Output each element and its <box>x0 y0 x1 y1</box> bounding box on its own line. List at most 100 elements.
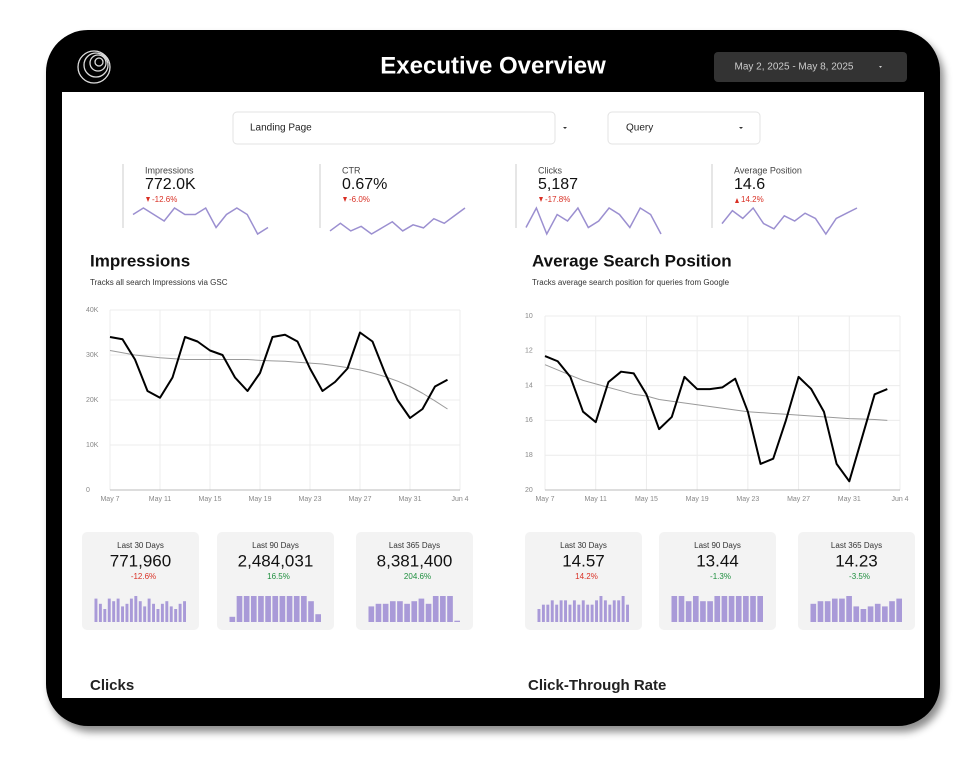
bar <box>258 596 264 622</box>
score-delta: -12.6% <box>152 195 177 204</box>
score-value: 5,187 <box>538 176 578 193</box>
bar <box>411 601 418 622</box>
y-tick-label: 0 <box>86 487 90 494</box>
bar <box>147 598 151 622</box>
period-card <box>82 532 199 630</box>
bar <box>236 596 243 622</box>
x-tick-label: May 23 <box>736 496 759 503</box>
period-card <box>525 532 642 630</box>
bar <box>750 596 756 622</box>
bar <box>301 596 307 622</box>
bar <box>152 603 155 622</box>
bar <box>555 604 559 622</box>
x-tick-label: May 27 <box>787 496 810 503</box>
x-tick-label: May 19 <box>686 496 709 503</box>
period-value: 13.44 <box>696 551 739 570</box>
bar <box>846 596 852 622</box>
bar <box>853 606 860 622</box>
delta-arrow <box>146 197 150 202</box>
y-tick-label: 20 <box>525 487 533 494</box>
bar <box>138 601 142 622</box>
section-title: Clicks <box>90 677 134 694</box>
delta-arrow <box>539 197 543 202</box>
bar <box>743 596 749 622</box>
bar <box>550 600 554 622</box>
period-label: Last 365 Days <box>831 541 882 550</box>
x-tick-label: May 15 <box>199 496 222 503</box>
bar <box>728 596 735 622</box>
y-tick-label: 14 <box>525 382 533 389</box>
bar <box>250 596 257 622</box>
bar <box>165 601 169 622</box>
line <box>544 355 888 483</box>
bar <box>577 604 581 622</box>
filter-label[interactable]: Query <box>626 123 653 134</box>
bar <box>425 603 432 622</box>
bar <box>129 598 133 622</box>
bar <box>581 600 585 622</box>
bar <box>564 600 567 622</box>
period-delta: 204.6% <box>404 572 431 581</box>
bar <box>432 596 439 622</box>
bar <box>103 609 107 622</box>
date-picker[interactable] <box>714 52 907 82</box>
sparkline <box>132 206 269 236</box>
bar <box>612 600 616 622</box>
bar <box>169 606 173 622</box>
title: Executive Overview <box>380 52 606 79</box>
bar <box>112 601 116 622</box>
bar <box>889 601 895 622</box>
filter-label[interactable]: Landing Page <box>250 123 312 134</box>
bar <box>286 596 293 622</box>
period-value: 2,484,031 <box>238 551 314 570</box>
filter-query[interactable] <box>607 111 761 145</box>
period-value: 14.23 <box>835 551 878 570</box>
x-tick-label: May 11 <box>149 496 172 503</box>
bar <box>308 601 314 622</box>
section-title: Click-Through Rate <box>528 677 666 694</box>
bar <box>454 620 460 622</box>
bar <box>721 596 728 622</box>
bar <box>272 596 279 622</box>
bar <box>121 606 124 622</box>
period-label: Last 90 Days <box>694 541 741 550</box>
period-label: Last 365 Days <box>389 541 440 550</box>
caret <box>739 127 743 129</box>
score-label: Average Position <box>734 165 802 175</box>
y-tick-label: 30K <box>86 352 99 359</box>
filter-landing[interactable] <box>232 111 556 145</box>
bar <box>98 603 102 622</box>
score-delta: -6.0% <box>349 195 370 204</box>
bar <box>368 606 375 622</box>
bar <box>375 603 382 622</box>
bar <box>817 601 824 622</box>
bar <box>874 603 881 622</box>
score-delta: -17.8% <box>545 195 570 204</box>
bar <box>714 596 721 622</box>
x-tick-label: Jun 4 <box>891 496 908 503</box>
score-label: Impressions <box>145 165 194 175</box>
period-delta: 14.2% <box>575 572 598 581</box>
chart-subtitle: Tracks all search Impressions via GSC <box>90 278 228 287</box>
bar <box>595 600 598 622</box>
score-value: 772.0K <box>145 176 196 193</box>
bar <box>671 596 678 622</box>
bar <box>586 604 590 622</box>
x-tick-label: May 7 <box>535 496 554 503</box>
bar <box>134 596 138 622</box>
bar <box>174 609 178 622</box>
date-range[interactable]: May 2, 2025 - May 8, 2025 <box>735 62 854 73</box>
period-value: 771,960 <box>110 551 171 570</box>
score-delta: 14.2% <box>741 195 764 204</box>
bar <box>447 596 453 622</box>
bar <box>882 606 888 622</box>
bar <box>160 603 164 622</box>
bar <box>243 596 250 622</box>
bar <box>440 596 446 622</box>
chart-title: Average Search Position <box>532 251 732 270</box>
bar <box>621 596 625 622</box>
trend-line <box>544 364 888 421</box>
x-tick-label: May 23 <box>299 496 322 503</box>
bar <box>279 596 286 622</box>
